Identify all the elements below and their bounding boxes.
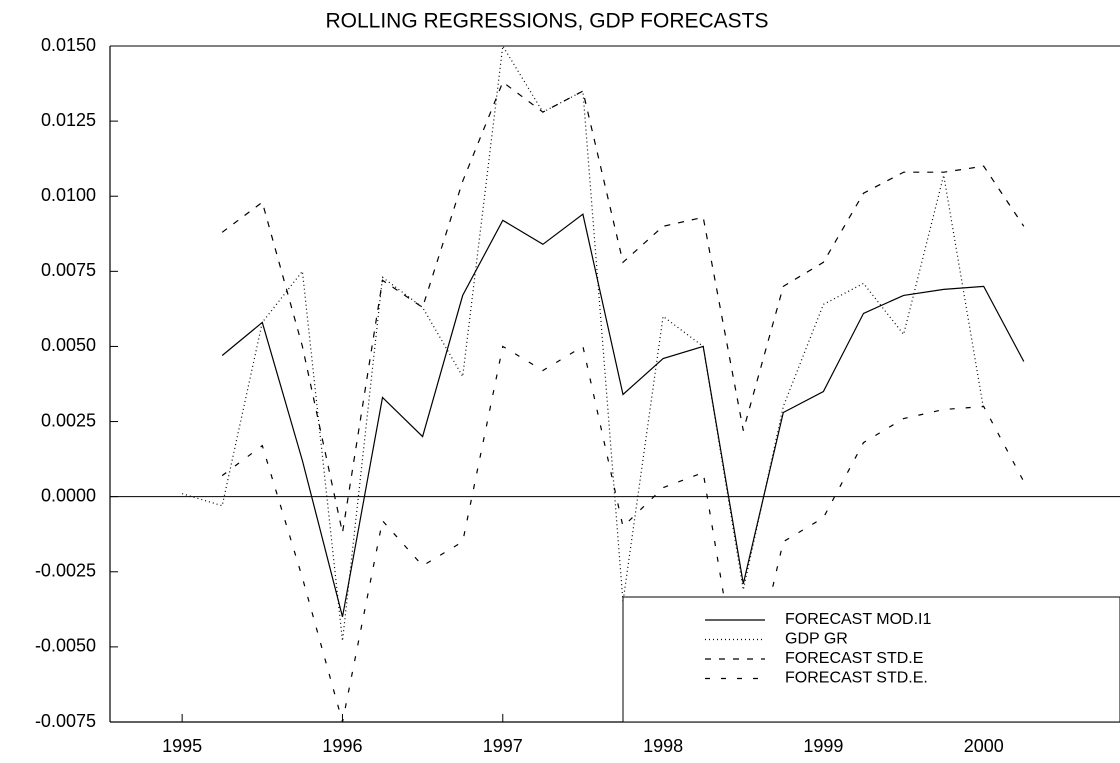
series-line bbox=[181, 44, 985, 641]
x-tick-label: 1996 bbox=[322, 736, 362, 756]
y-tick-label: -0.0050 bbox=[35, 636, 96, 656]
series-line bbox=[221, 81, 1025, 533]
y-tick-label: 0.0125 bbox=[41, 110, 96, 130]
x-tick-label: 1995 bbox=[162, 736, 202, 756]
y-tick-label: 0.0000 bbox=[41, 485, 96, 505]
legend-label: GDP GR bbox=[785, 631, 848, 648]
legend-label: FORECAST STD.E bbox=[785, 650, 923, 667]
legend-label: FORECAST MOD.I1 bbox=[785, 611, 931, 628]
y-tick-label: 0.0100 bbox=[41, 185, 96, 205]
y-tick-label: 0.0050 bbox=[41, 335, 96, 355]
y-tick-label: -0.0025 bbox=[35, 561, 96, 581]
x-tick-label: 1999 bbox=[803, 736, 843, 756]
x-tick-label: 1997 bbox=[483, 736, 523, 756]
y-tick-label: 0.0025 bbox=[41, 410, 96, 430]
series-line bbox=[221, 345, 1025, 723]
x-tick-label: 1998 bbox=[643, 736, 683, 756]
y-tick-label: -0.0075 bbox=[35, 711, 96, 731]
y-tick-label: 0.0150 bbox=[41, 35, 96, 55]
x-tick-label: 2000 bbox=[964, 736, 1004, 756]
legend-label: FORECAST STD.E. bbox=[785, 670, 928, 687]
series-line bbox=[221, 213, 1025, 617]
chart-title: ROLLING REGRESSIONS, GDP FORECASTS bbox=[325, 10, 768, 33]
y-tick-label: 0.0075 bbox=[41, 260, 96, 280]
